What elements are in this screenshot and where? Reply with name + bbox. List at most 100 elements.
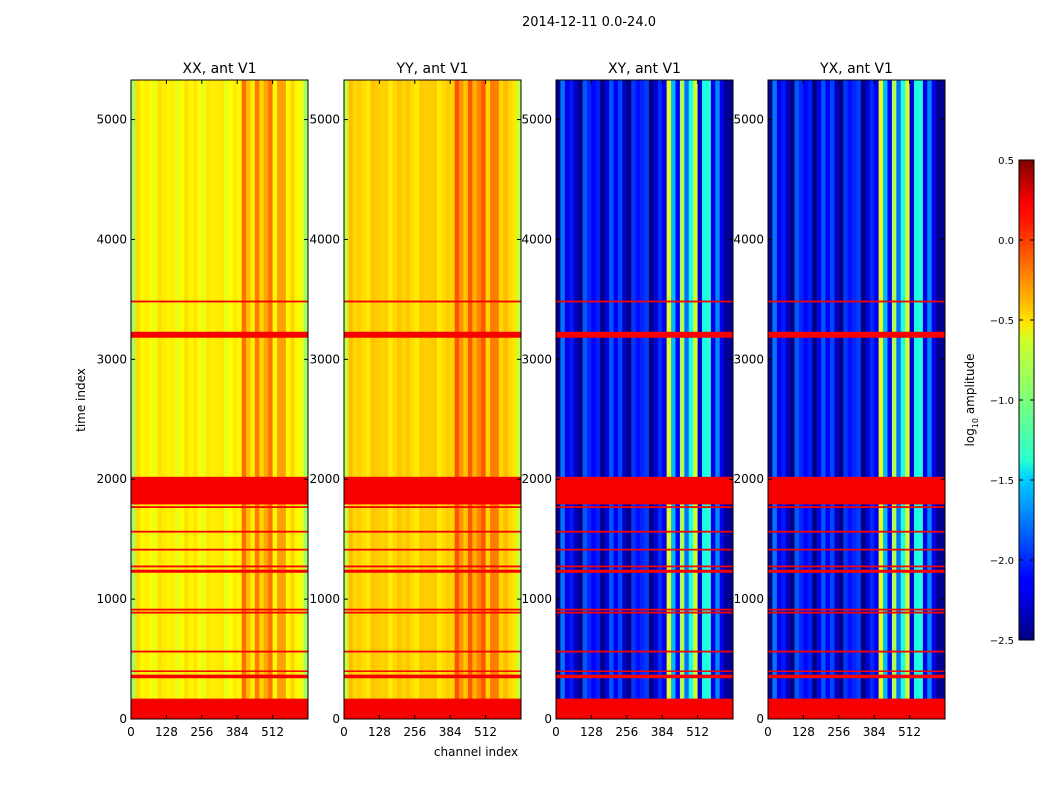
heatmap-column: [441, 80, 447, 719]
flagged-row: [768, 698, 945, 719]
y-tick-label: 1000: [96, 592, 127, 606]
heatmap-column: [241, 80, 247, 719]
flagged-row: [556, 530, 733, 533]
heatmap-column: [931, 80, 937, 719]
x-tick-label: 384: [439, 725, 462, 739]
heatmap-column: [201, 80, 207, 719]
heatmap-column: [405, 80, 411, 719]
heatmap-image: [131, 80, 308, 719]
heatmap-column: [263, 80, 269, 719]
x-tick-label: 256: [615, 725, 638, 739]
heatmap-column: [591, 80, 597, 719]
y-tick-label: 2000: [96, 472, 127, 486]
heatmap-column: [640, 80, 646, 719]
y-axis-label: time index: [74, 368, 88, 432]
y-tick-label: 3000: [309, 352, 340, 366]
heatmap-column: [250, 80, 256, 719]
panel-title: XX, ant V1: [183, 61, 257, 77]
heatmap-column: [299, 80, 305, 719]
heatmap-column: [878, 80, 884, 719]
heatmap-column: [210, 80, 216, 719]
heatmap-column: [516, 80, 521, 719]
heatmap-column: [922, 80, 928, 719]
heatmap-column: [776, 80, 782, 719]
heatmap-image: [344, 80, 521, 719]
panel: YY, ant V1 0 128 256 384 512 0 1000 2000 3000 4000…: [309, 61, 522, 739]
heatmap-column: [370, 80, 376, 719]
heatmap-column: [503, 80, 509, 719]
heatmap-column: [379, 80, 385, 719]
heatmap-column: [578, 80, 584, 719]
x-tick-label: 384: [226, 725, 249, 739]
heatmap-column: [419, 80, 425, 719]
heatmap-column: [170, 80, 176, 719]
flagged-row: [556, 670, 733, 672]
y-tick-label: 5000: [96, 113, 127, 127]
heatmap-column: [914, 80, 920, 719]
flagged-row: [131, 670, 308, 672]
x-tick-label: 128: [792, 725, 815, 739]
heatmap-column: [617, 80, 623, 719]
x-tick-label: 512: [686, 725, 709, 739]
flagged-row: [768, 506, 945, 508]
flagged-row: [131, 569, 308, 573]
y-tick-label: 2000: [733, 472, 764, 486]
flagged-row: [344, 300, 521, 303]
heatmap-column: [860, 80, 866, 719]
heatmap-column: [161, 80, 167, 719]
heatmap-column: [794, 80, 800, 719]
heatmap-column: [856, 80, 862, 719]
heatmap-column: [507, 80, 513, 719]
heatmap-column: [644, 80, 650, 719]
panel-title: YX, ant V1: [819, 61, 893, 77]
x-tick-label: 0: [340, 725, 348, 739]
flagged-row: [131, 608, 308, 611]
axes-frame: [343, 79, 522, 720]
heatmap-column: [613, 80, 619, 719]
heatmap-column: [459, 80, 465, 719]
heatmap-column: [582, 80, 588, 719]
flagged-row: [768, 650, 945, 653]
heatmap-column: [401, 80, 407, 719]
flagged-row: [344, 670, 521, 672]
flagged-row: [344, 548, 521, 551]
heatmap-column: [905, 80, 911, 719]
y-tick-label: 2000: [521, 472, 552, 486]
flagged-row: [556, 698, 733, 719]
heatmap-column: [383, 80, 389, 719]
flagged-row: [344, 331, 521, 338]
heatmap-column: [671, 80, 677, 719]
colorbar-label-rest: amplitude: [963, 354, 977, 418]
colorbar-label: log10 amplitude: [963, 354, 980, 447]
panel: XX, ant V1 0 128 256 384 512 0 1000 2000 3000 4000…: [96, 61, 309, 739]
colorbar-ticks: −2.5 −2.0 −1.5 −1.0 −0.5 0.0 0.5: [990, 156, 1034, 647]
heatmap-column: [688, 80, 694, 719]
heatmap-column: [812, 80, 818, 719]
heatmap-column: [490, 80, 496, 719]
flagged-row: [556, 300, 733, 303]
x-tick-label: 512: [474, 725, 497, 739]
heatmap-column: [927, 80, 933, 719]
flagged-row: [344, 506, 521, 508]
heatmap-column: [887, 80, 893, 719]
heatmap-column: [388, 80, 394, 719]
heatmap-column: [843, 80, 849, 719]
heatmap-column: [865, 80, 871, 719]
heatmap-column: [215, 80, 221, 719]
heatmap-column: [512, 80, 518, 719]
y-tick-label: 0: [119, 712, 127, 726]
flagged-row: [131, 548, 308, 551]
heatmap-column: [352, 80, 358, 719]
flagged-row: [344, 674, 521, 679]
x-tick-label: 256: [827, 725, 850, 739]
heatmap-column: [838, 80, 844, 719]
heatmap-column: [366, 80, 372, 719]
panel-title: YY, ant V1: [396, 61, 469, 77]
heatmap-column: [281, 80, 287, 719]
y-tick-label: 3000: [733, 352, 764, 366]
heatmap-column: [436, 80, 442, 719]
heatmap-column: [188, 80, 194, 719]
flagged-row: [344, 476, 521, 505]
flagged-row: [344, 530, 521, 533]
heatmap-column: [560, 80, 566, 719]
